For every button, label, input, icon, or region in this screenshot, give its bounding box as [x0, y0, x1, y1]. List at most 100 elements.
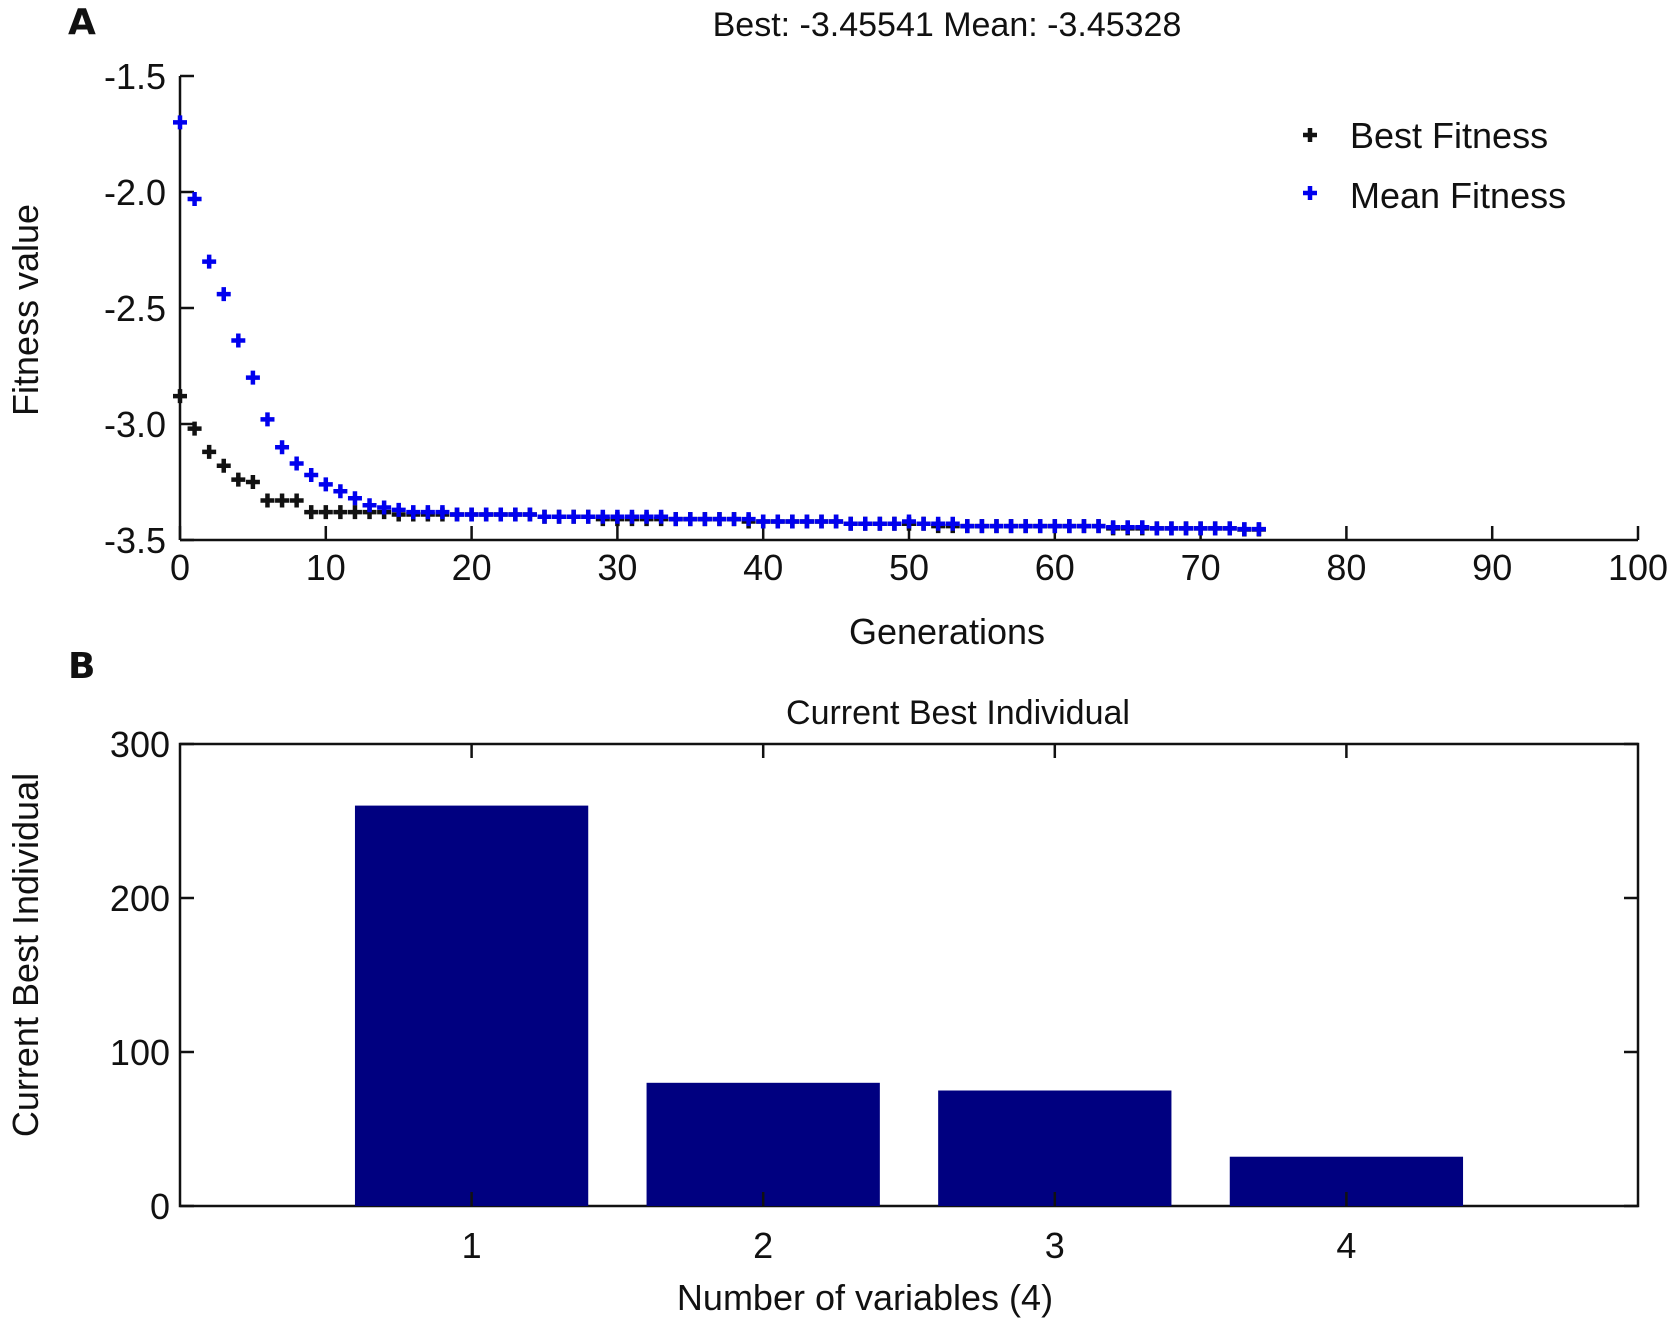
x-tick-label: 10	[306, 547, 346, 588]
x-tick-label: 20	[452, 547, 492, 588]
best-fitness-point	[304, 505, 319, 520]
x-tick-label: 30	[597, 547, 637, 588]
best-fitness-point	[216, 458, 231, 473]
chart-b-bars	[354, 805, 1464, 1206]
chart-a-y-ticks: -1.5 -2.0 -2.5 -3.0 -3.5	[104, 56, 194, 561]
y-tick-label: -3.0	[104, 404, 166, 445]
mean-fitness-point	[799, 514, 814, 529]
panel-a-letter: A	[68, 2, 96, 43]
mean-fitness-point	[1251, 522, 1266, 537]
mean-fitness-point	[347, 491, 362, 506]
mean-fitness-point	[202, 254, 217, 269]
x-tick-label: 90	[1472, 547, 1512, 588]
chart-b-y-ticks: 0 100 200 300	[110, 724, 1638, 1227]
legend-label-best-fitness: Best Fitness	[1350, 115, 1548, 156]
chart-a-x-axis-label: Generations	[849, 611, 1045, 652]
x-tick-label: 1	[462, 1225, 482, 1266]
mean-fitness-point	[1149, 521, 1164, 536]
legend-marker-best-fitness	[1303, 128, 1317, 142]
mean-fitness-point	[712, 512, 727, 527]
mean-fitness-point	[173, 115, 187, 130]
chart-a-x-ticks: 0 10 20 30 40 50 60 70 80 90 100	[170, 526, 1667, 588]
y-tick-label: -2.0	[104, 172, 166, 213]
mean-fitness-point	[931, 516, 946, 531]
mean-fitness-point	[289, 456, 304, 471]
mean-fitness-point	[231, 333, 246, 348]
y-tick-label: -3.5	[104, 520, 166, 561]
mean-fitness-point	[872, 516, 887, 531]
mean-fitness-point	[1120, 520, 1135, 535]
mean-fitness-point	[537, 509, 552, 524]
chart-b-frame	[178, 742, 1640, 1208]
mean-fitness-point	[406, 505, 421, 520]
chart-b-x-ticks: 1 2 3 4	[462, 744, 1356, 1266]
mean-fitness-point	[1076, 519, 1091, 534]
mean-fitness-point	[741, 512, 756, 527]
x-tick-label: 80	[1326, 547, 1366, 588]
mean-fitness-point	[275, 440, 290, 455]
mean-fitness-point	[974, 519, 989, 534]
chart-b-y-axis-label: Current Best Individual	[5, 773, 46, 1137]
mean-fitness-point	[654, 509, 669, 524]
mean-fitness-point	[1208, 521, 1223, 536]
mean-fitness-point	[508, 507, 523, 522]
mean-fitness-point	[1106, 520, 1121, 535]
mean-fitness-point	[391, 502, 406, 517]
mean-fitness-point	[960, 519, 975, 534]
mean-fitness-point	[479, 507, 494, 522]
mean-fitness-point	[989, 519, 1004, 534]
mean-fitness-point	[756, 514, 771, 529]
x-tick-label: 70	[1181, 547, 1221, 588]
mean-fitness-point	[1004, 519, 1019, 534]
best-fitness-point	[202, 444, 217, 459]
mean-fitness-point	[450, 507, 465, 522]
mean-fitness-point	[566, 509, 581, 524]
mean-fitness-point	[916, 516, 931, 531]
best-fitness-point	[245, 475, 260, 489]
best-fitness-point	[275, 493, 290, 508]
mean-fitness-point	[362, 498, 377, 513]
y-tick-label: 200	[110, 878, 170, 919]
best-fitness-point	[347, 505, 362, 520]
mean-fitness-point	[464, 507, 479, 522]
mean-fitness-point	[624, 509, 639, 524]
mean-fitness-point	[1135, 520, 1150, 535]
mean-fitness-point	[552, 509, 567, 524]
mean-fitness-point	[858, 516, 873, 531]
bar-variable-1	[354, 805, 589, 1206]
mean-fitness-point	[493, 507, 508, 522]
mean-fitness-point	[829, 514, 844, 529]
mean-fitness-point	[887, 516, 902, 531]
mean-fitness-point	[610, 509, 625, 524]
mean-fitness-point	[1164, 521, 1179, 536]
mean-fitness-point	[1033, 519, 1048, 534]
y-tick-label: 0	[150, 1186, 170, 1227]
y-tick-label: -1.5	[104, 56, 166, 97]
panel-b-letter: B	[68, 646, 95, 687]
mean-fitness-point	[683, 512, 698, 527]
mean-fitness-point	[1179, 521, 1194, 536]
mean-fitness-point	[1062, 519, 1077, 534]
best-fitness-point	[173, 389, 187, 404]
mean-fitness-point	[1047, 519, 1062, 534]
best-fitness-point	[318, 505, 333, 520]
mean-fitness-point	[639, 509, 654, 524]
legend-marker-mean-fitness	[1303, 186, 1317, 200]
series-mean-fitness	[173, 115, 1266, 537]
chart-a-y-axis-label: Fitness value	[5, 204, 46, 416]
mean-fitness-point	[1193, 521, 1208, 536]
best-fitness-point	[187, 421, 202, 436]
x-tick-label: 2	[753, 1225, 773, 1266]
mean-fitness-point	[377, 500, 392, 515]
mean-fitness-point	[902, 514, 916, 529]
mean-fitness-point	[522, 507, 537, 522]
mean-fitness-point	[697, 512, 712, 527]
chart-a-legend: Best Fitness Mean Fitness	[1303, 115, 1566, 216]
mean-fitness-point	[1018, 519, 1033, 534]
x-tick-label: 4	[1336, 1225, 1356, 1266]
fitness-chart: Best: -3.45541 Mean: -3.45328 -1.5 -2.0 -2…	[5, 6, 1667, 652]
x-tick-label: 0	[170, 547, 190, 588]
x-tick-label: 3	[1045, 1225, 1065, 1266]
bar-variable-2	[646, 1082, 880, 1206]
